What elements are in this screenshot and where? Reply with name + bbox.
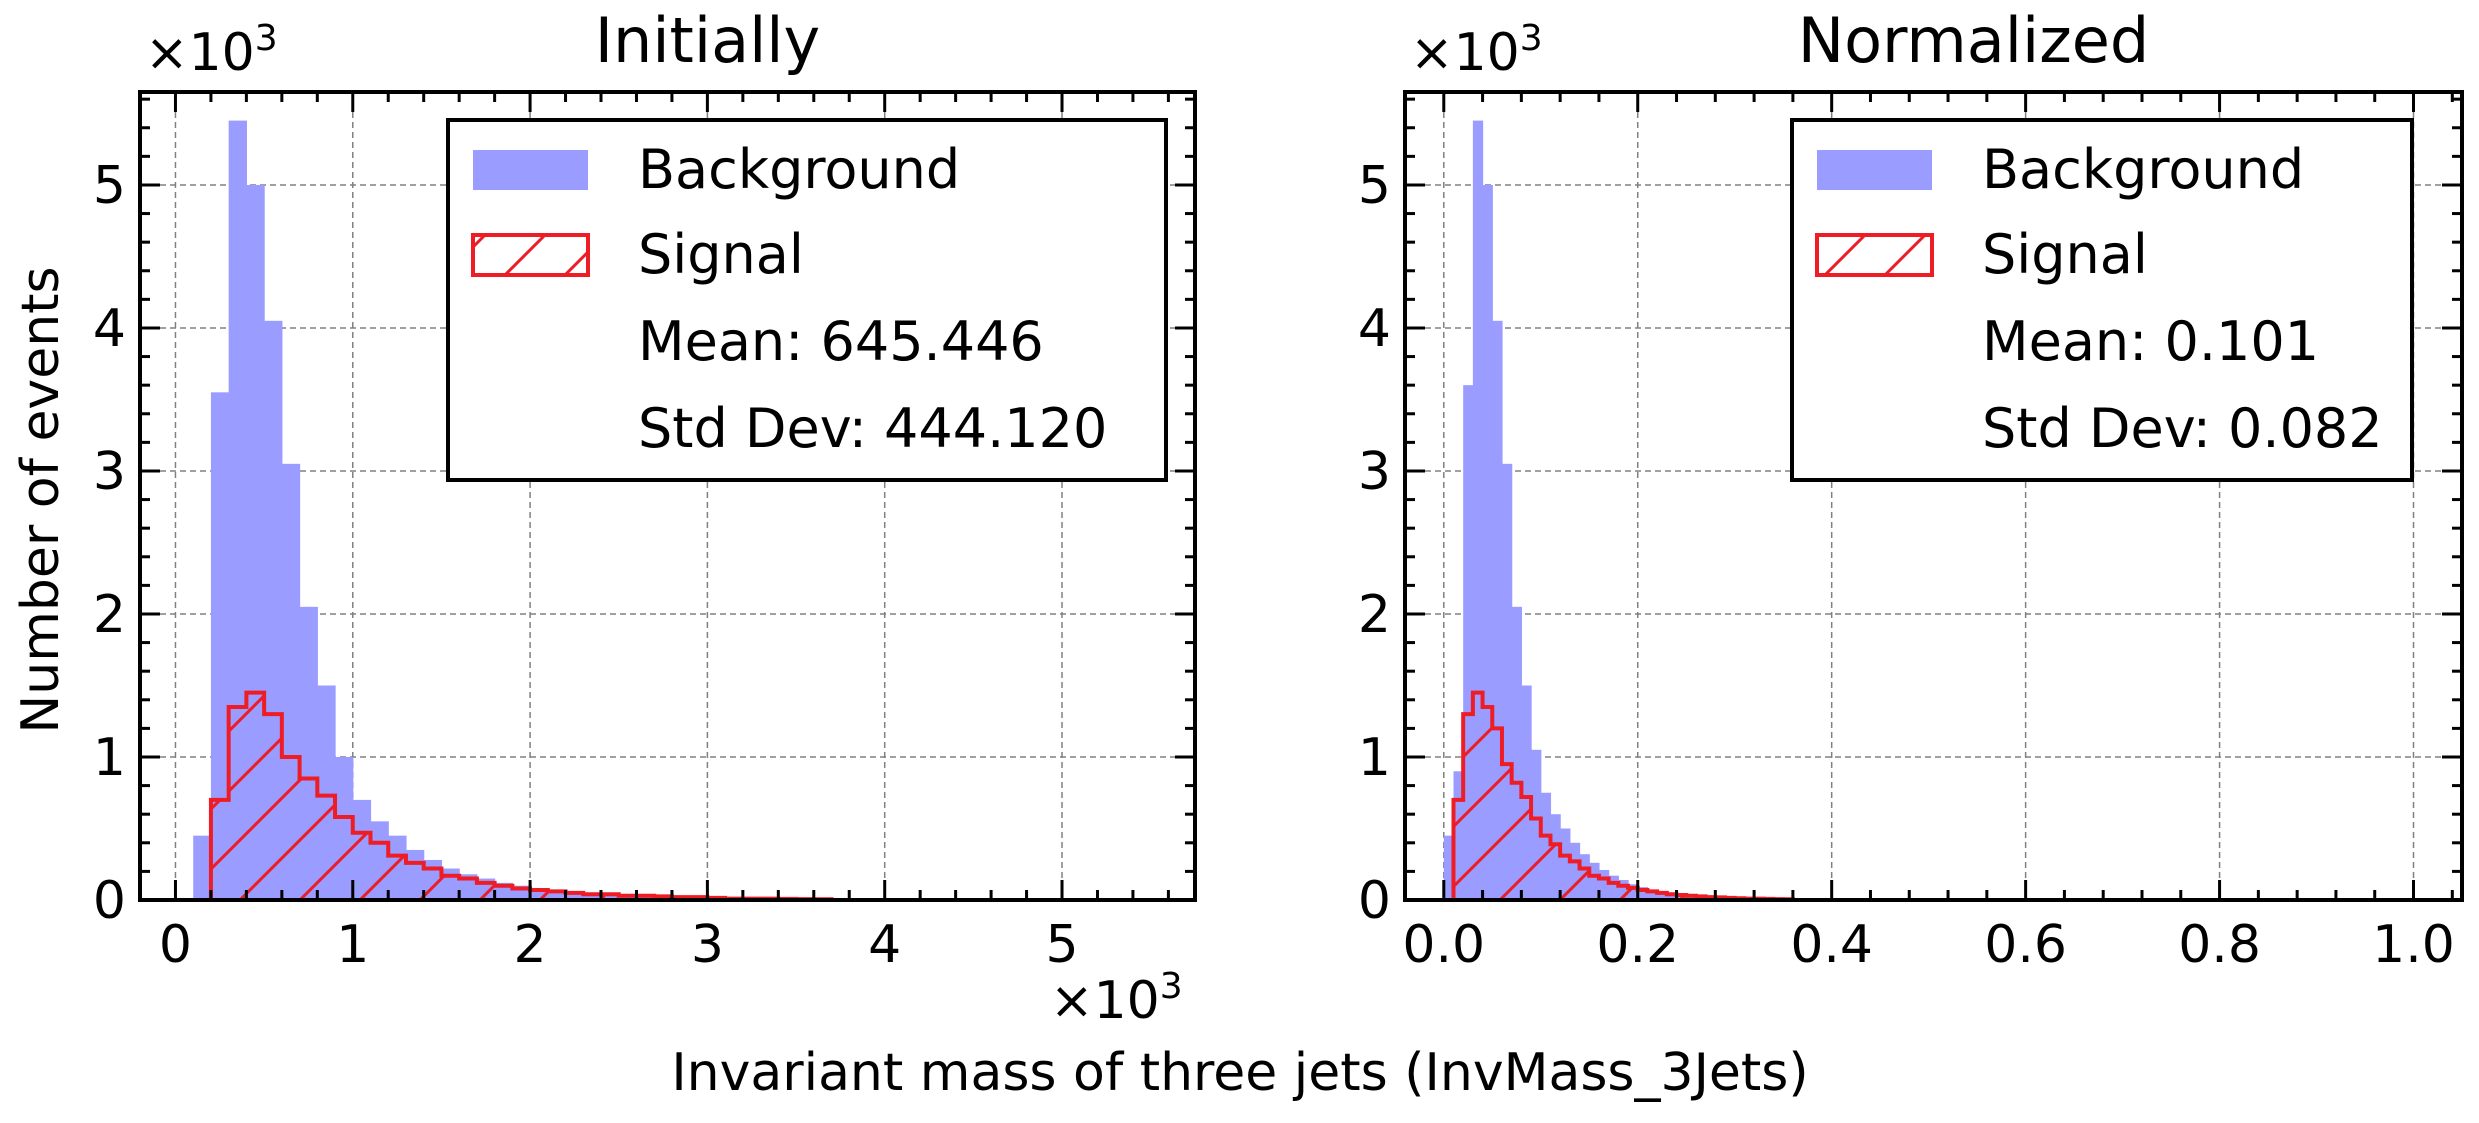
legend: Background Signal Mean: 645.446 Std Dev: 44… — [446, 118, 1168, 482]
y-tick-label: 4 — [93, 299, 126, 359]
y-tick-label: 1 — [1358, 728, 1391, 788]
legend-background-swatch — [1817, 150, 1932, 190]
legend-std-label: Std Dev: 444.120 — [638, 397, 1107, 460]
background-bar — [1511, 606, 1522, 900]
background-bar — [1482, 184, 1493, 900]
background-bar — [210, 392, 230, 900]
panel-title: Initially — [595, 4, 820, 77]
x-tick-label: 0 — [159, 915, 192, 975]
y-axis-label: Number of events — [11, 266, 71, 733]
background-bar — [1521, 685, 1532, 900]
legend: Background Signal Mean: 0.101 Std Dev: 0.08… — [1790, 118, 2414, 482]
y-tick-label: 2 — [1358, 585, 1391, 645]
y-tick-label: 0 — [1358, 871, 1391, 931]
x-axis-label: Invariant mass of three jets (InvMass_3J… — [671, 1043, 1808, 1103]
background-bar — [1443, 835, 1455, 900]
y-offset-label: ×103 — [1410, 18, 1543, 83]
background-bar — [1501, 463, 1513, 900]
y-tick-label: 1 — [93, 728, 126, 788]
x-tick-label: 4 — [868, 915, 901, 975]
x-tick-label: 1 — [336, 915, 369, 975]
x-tick-label: 2 — [514, 915, 547, 975]
x-tick-label: 5 — [1045, 915, 1078, 975]
plot-frame — [138, 90, 1197, 902]
y-tick-label: 4 — [1358, 299, 1391, 359]
legend-signal-label: Signal — [1982, 223, 2148, 286]
x-tick-label: 0.0 — [1402, 915, 1485, 975]
legend-signal-swatch — [471, 233, 590, 277]
legend-mean-label: Mean: 0.101 — [1982, 310, 2319, 373]
panel-2: 0.0 0.2 0.4 0.6 0.8 1.0 0 1 2 3 4 5 Normalized ×103 Ba… — [1358, 4, 2464, 975]
legend-background-label: Background — [1982, 138, 2304, 201]
legend-background-swatch — [473, 150, 588, 190]
plot-frame — [1403, 90, 2464, 902]
panel-1: 0 1 2 3 4 5 0 1 2 3 4 5 Initially ×103 Background Signa… — [93, 4, 1197, 975]
legend-std-label: Std Dev: 0.082 — [1982, 397, 2383, 460]
x-tick-label: 3 — [691, 915, 724, 975]
panel-title: Normalized — [1798, 4, 2150, 77]
x-tick-label: 0.6 — [1984, 915, 2067, 975]
background-bar — [1492, 320, 1503, 900]
y-tick-label: 0 — [93, 871, 126, 931]
y-tick-label: 5 — [1358, 156, 1391, 216]
legend-background-label: Background — [638, 138, 960, 201]
y-offset-label: ×103 — [145, 18, 278, 83]
legend-signal-label: Signal — [638, 223, 804, 286]
legend-mean-label: Mean: 645.446 — [638, 310, 1044, 373]
x-tick-label: 0.4 — [1790, 915, 1873, 975]
background-bar — [1463, 385, 1474, 900]
legend-signal-swatch — [1815, 233, 1934, 277]
x-tick-label: 0.8 — [2178, 915, 2261, 975]
background-bar — [1472, 120, 1484, 901]
y-tick-label: 5 — [93, 156, 126, 216]
y-tick-label: 2 — [93, 585, 126, 645]
x-tick-label: 1.0 — [2372, 915, 2455, 975]
y-tick-label: 3 — [1358, 442, 1391, 502]
y-tick-label: 3 — [93, 442, 126, 502]
background-bar — [193, 835, 212, 900]
x-offset-label: ×103 — [1050, 966, 1183, 1031]
x-tick-label: 0.2 — [1596, 915, 1679, 975]
